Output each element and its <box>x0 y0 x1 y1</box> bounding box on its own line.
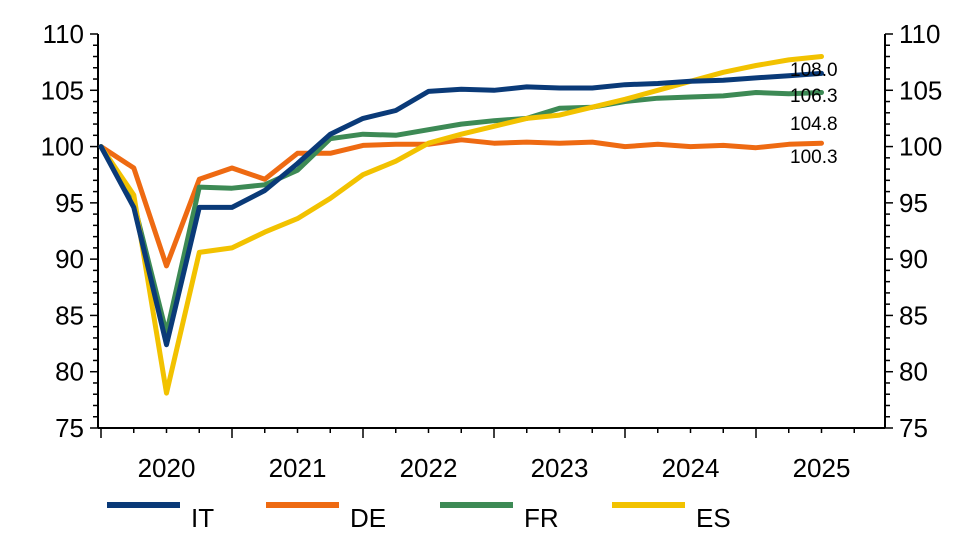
y-tick-label-right: 85 <box>899 300 928 330</box>
end-labels: 108.0 106.3 104.8 100.3 <box>790 60 838 168</box>
y-tick-label-left: 105 <box>41 75 84 105</box>
y-tick-label-left: 75 <box>55 413 84 443</box>
end-label-es: 106.3 <box>790 86 838 107</box>
y-tick-label-right: 90 <box>899 244 928 274</box>
series-lines <box>98 54 824 396</box>
y-tick-label-right: 100 <box>899 132 942 162</box>
series-line-fr <box>98 90 824 336</box>
y-tick-label-left: 85 <box>55 300 84 330</box>
x-tick-label: 2022 <box>400 453 458 483</box>
y-tick-label-right: 105 <box>899 75 942 105</box>
y-tick-label-left: 80 <box>55 357 84 387</box>
x-tick-label: 2024 <box>662 453 720 483</box>
y-tick-label-left: 100 <box>41 132 84 162</box>
axes: 75 75 80 80 85 85 90 90 95 95 100 100 105 105 110 110 20… <box>41 19 943 483</box>
y-tick-label-left: 110 <box>43 19 84 49</box>
legend-label-de: DE <box>350 503 386 533</box>
end-label-fr: 104.8 <box>790 114 838 135</box>
x-tick-label: 2021 <box>269 453 327 483</box>
x-tick-label: 2025 <box>793 453 851 483</box>
end-label-de: 100.3 <box>790 147 838 168</box>
y-tick-label-right: 80 <box>899 357 928 387</box>
legend: IT DE FR ES <box>107 502 731 533</box>
series-line-de <box>98 137 824 269</box>
x-tick-label: 2020 <box>138 453 196 483</box>
y-tick-label-right: 95 <box>899 188 928 218</box>
legend-label-it: IT <box>191 503 214 533</box>
x-tick-label: 2023 <box>531 453 589 483</box>
y-tick-label-left: 95 <box>55 188 84 218</box>
end-label-it: 108.0 <box>790 60 838 81</box>
legend-label-es: ES <box>696 503 731 533</box>
y-tick-label-right: 75 <box>899 413 928 443</box>
series-line-it <box>98 70 824 348</box>
y-tick-label-right: 110 <box>899 19 940 49</box>
legend-label-fr: FR <box>524 503 559 533</box>
series-line-es <box>98 54 824 396</box>
y-tick-label-left: 90 <box>55 244 84 274</box>
